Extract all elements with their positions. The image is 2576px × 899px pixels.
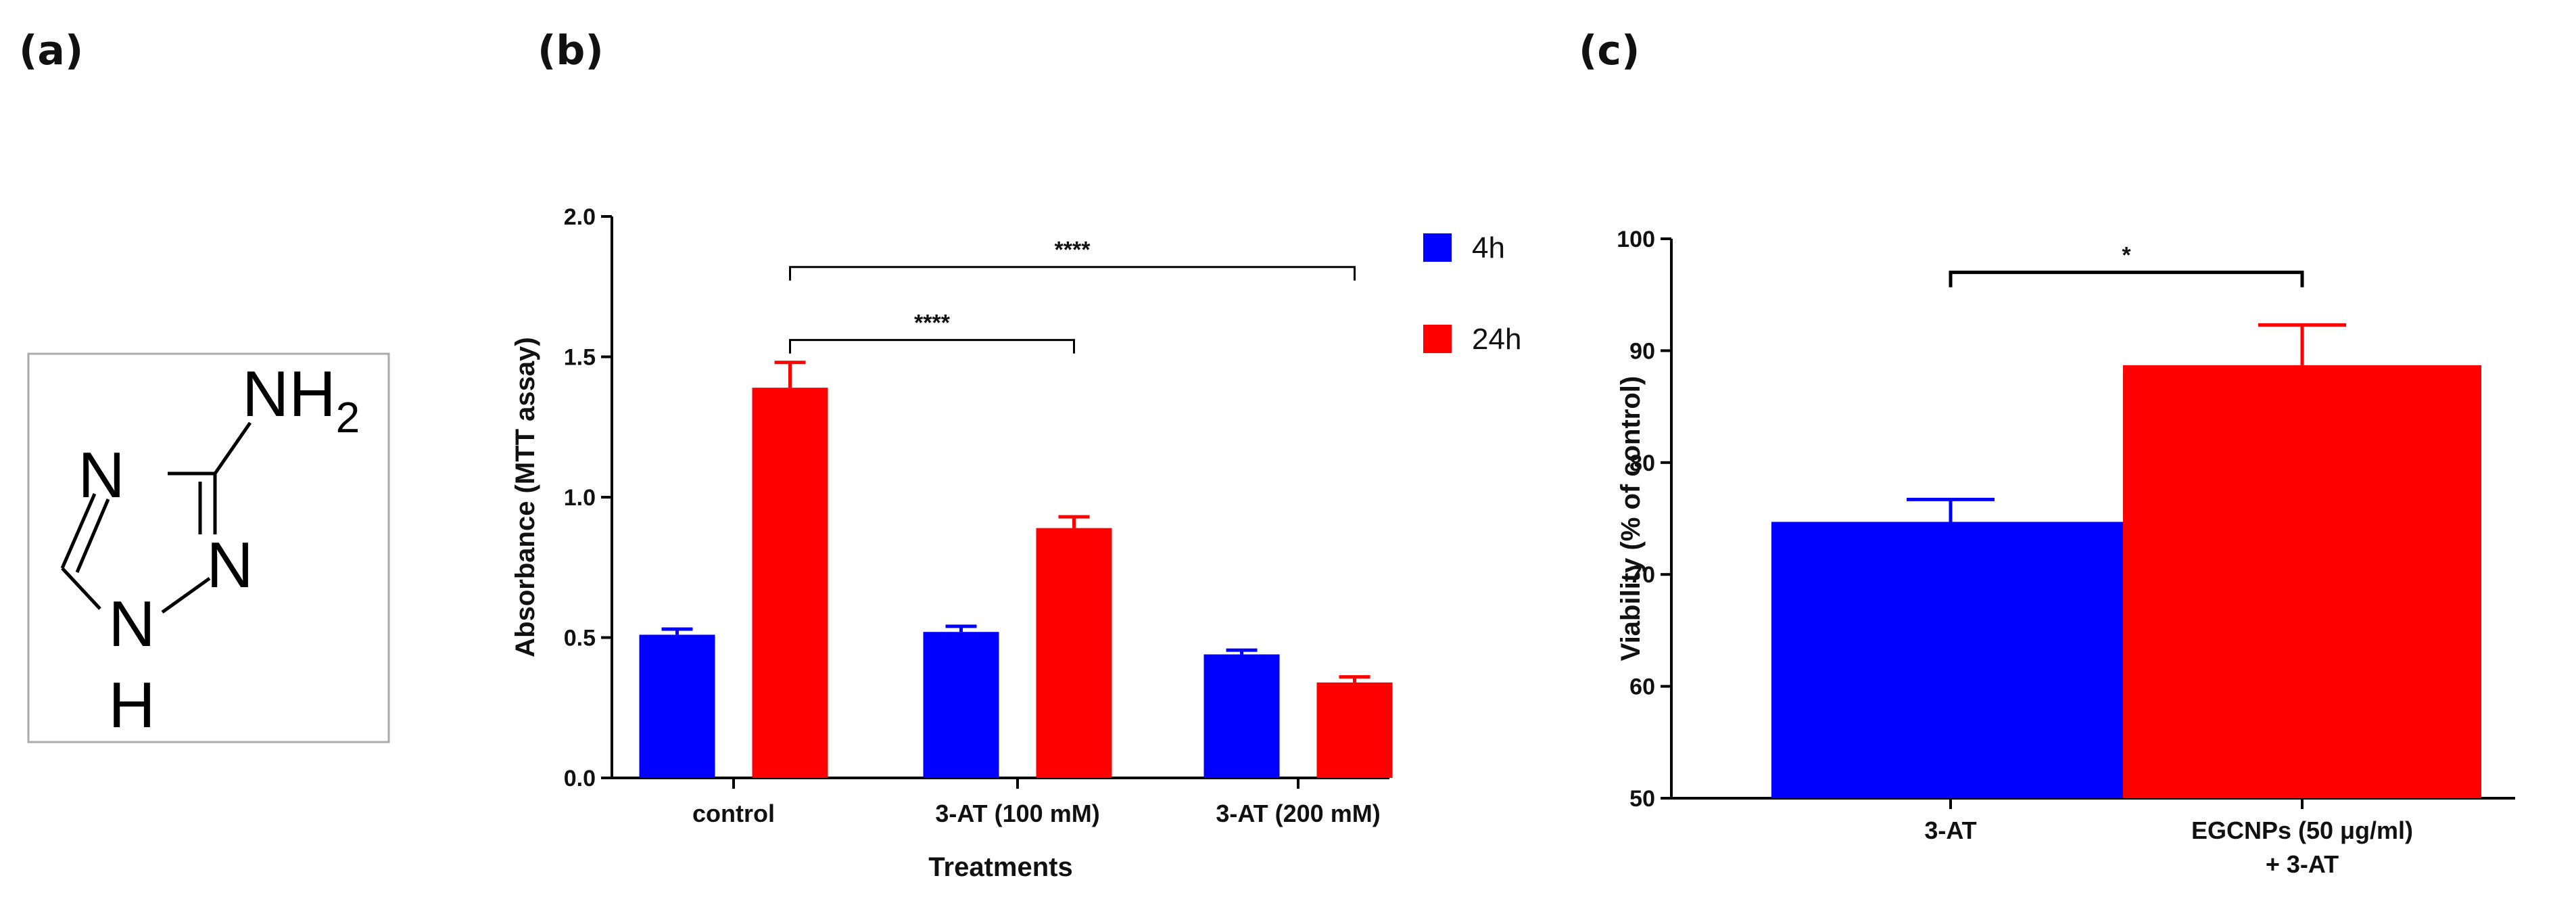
atom-n2: N <box>206 529 253 601</box>
x-axis-title: Treatments <box>928 852 1072 882</box>
bar <box>1036 528 1112 778</box>
panel-label-a: (a) <box>19 27 83 74</box>
y-tick-label: 70 <box>1629 562 1655 588</box>
x-category-label: + 3-AT <box>2266 850 2339 878</box>
significance-bracket <box>789 266 1356 281</box>
y-tick-label: 0.5 <box>564 626 596 651</box>
y-tick-label: 50 <box>1629 786 1655 812</box>
y-tick-label: 0.0 <box>564 766 596 791</box>
panel-label-c: (c) <box>1579 27 1640 74</box>
y-tick-label: 60 <box>1629 674 1655 700</box>
atom-n1: N <box>108 588 155 660</box>
y-tick-label: 100 <box>1617 227 1655 252</box>
bar <box>1316 682 1393 778</box>
bond-c3-nh2 <box>213 421 252 475</box>
x-category-label: 3-AT (100 mM) <box>935 800 1099 827</box>
significance-label: **** <box>1055 237 1091 263</box>
significance-bracket <box>789 339 1075 354</box>
x-category-label: 3-AT <box>1924 816 1976 844</box>
x-category-label: control <box>692 800 775 827</box>
legend-label: 24h <box>1472 323 1521 356</box>
chart-c: 50 60 70 80 90 100 3-AT EGCNPs (50 μg/ml) + 3-AT… <box>1616 227 2515 878</box>
y-tick-label: 80 <box>1629 451 1655 476</box>
bond-n4-c5-double <box>75 499 110 573</box>
chart-b: 0.0 0.5 1.0 1.5 2.0 control 3-AT (100 mM) 3-AT … <box>510 204 1521 882</box>
molecule-structure: N N N H NH2 <box>27 352 390 743</box>
y-tick-label: 2.0 <box>564 204 596 230</box>
bar <box>639 635 715 778</box>
atom-h1: H <box>108 669 155 741</box>
legend-swatch <box>1423 325 1452 353</box>
significance-label: **** <box>914 310 951 336</box>
atom-nh2: NH2 <box>242 358 360 442</box>
y-axis-title: Absorbance (MTT assay) <box>510 337 540 657</box>
y-tick-label: 90 <box>1629 338 1655 364</box>
panel-label-b: (b) <box>538 27 604 74</box>
bar <box>2123 365 2481 798</box>
legend-label: 4h <box>1472 231 1505 264</box>
x-category-label: EGCNPs (50 μg/ml) <box>2191 816 2413 844</box>
significance-label: * <box>2122 243 2131 269</box>
y-tick-label: 1.5 <box>564 345 596 371</box>
y-axis-title: Viability (% of control) <box>1616 376 1646 662</box>
atom-n4: N <box>78 439 124 511</box>
bar <box>923 632 999 778</box>
legend-swatch <box>1423 233 1452 262</box>
bond-n4-c5 <box>60 493 97 569</box>
y-tick-label: 1.0 <box>564 485 596 511</box>
bar <box>1771 522 2130 798</box>
significance-bracket <box>1949 271 2304 287</box>
bond-c5-n1 <box>61 567 101 610</box>
bond-n1-n2 <box>161 576 211 614</box>
bar <box>1203 654 1280 778</box>
bar <box>752 388 828 778</box>
x-category-label: 3-AT (200 mM) <box>1216 800 1380 827</box>
